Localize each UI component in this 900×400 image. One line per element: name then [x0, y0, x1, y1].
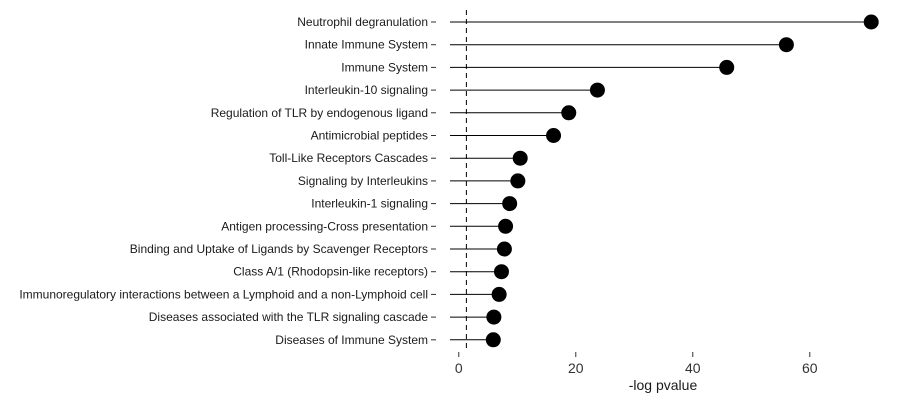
category-label: Regulation of TLR by endogenous ligand: [211, 106, 428, 120]
category-label: Diseases of Immune System: [275, 333, 428, 347]
data-point: [502, 196, 518, 212]
data-point: [486, 309, 502, 325]
category-label: Antigen processing-Cross presentation: [221, 219, 428, 233]
data-point: [498, 218, 514, 234]
category-label: Immune System: [341, 60, 428, 74]
category-label: Interleukin-1 signaling: [311, 197, 428, 211]
category-label: Toll-Like Receptors Cascades: [269, 151, 428, 165]
x-tick-label: 60: [802, 360, 818, 376]
data-point: [491, 286, 507, 302]
data-point: [589, 82, 605, 98]
data-point: [546, 128, 562, 143]
category-label: Antimicrobial peptides: [311, 129, 428, 143]
category-label: Neutrophil degranulation: [297, 15, 428, 29]
data-point: [863, 14, 879, 30]
category-label: Interleukin-10 signaling: [305, 83, 428, 97]
category-label: Innate Immune System: [305, 38, 428, 52]
category-label: Signaling by Interleukins: [298, 174, 428, 188]
data-point: [561, 105, 577, 121]
data-point: [719, 59, 735, 75]
x-axis-title: -log pvalue: [629, 377, 698, 393]
data-point: [512, 150, 528, 166]
category-label: Binding and Uptake of Ligands by Scaveng…: [130, 242, 428, 256]
category-label: Class A/1 (Rhodopsin-like receptors): [233, 265, 428, 279]
data-point: [496, 241, 512, 257]
x-tick-label: 40: [685, 360, 701, 376]
x-tick-label: 20: [568, 360, 584, 376]
data-point: [493, 264, 509, 280]
x-tick-label: 0: [455, 360, 463, 376]
data-point: [485, 332, 501, 348]
data-point: [778, 37, 794, 53]
category-label: Immunoregulatory interactions between a …: [19, 287, 428, 301]
category-label: Diseases associated with the TLR signali…: [149, 310, 429, 324]
data-point: [510, 173, 526, 189]
